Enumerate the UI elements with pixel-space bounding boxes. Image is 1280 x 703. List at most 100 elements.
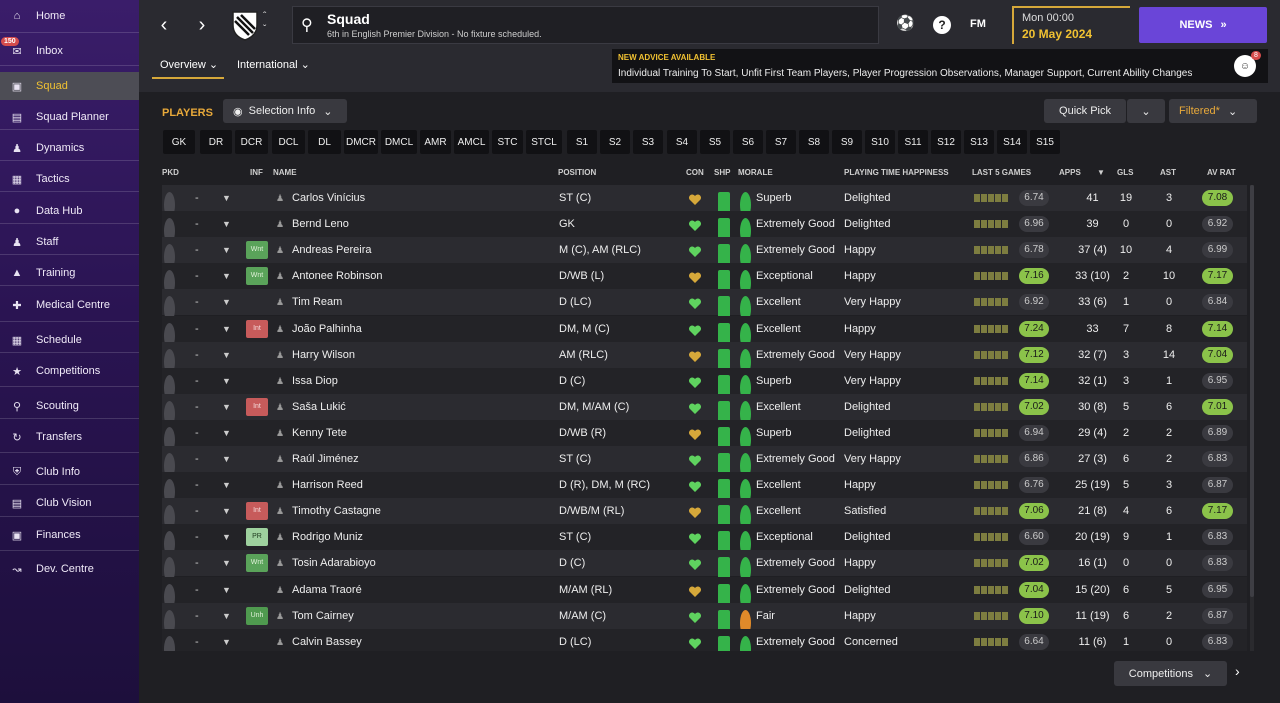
sidebar-item-dynamics[interactable]: ♟ Dynamics (0, 134, 139, 162)
player-name[interactable]: Tom Cairney (292, 609, 354, 622)
player-name[interactable]: Calvin Bassey (292, 635, 362, 648)
position-filter-s14[interactable]: S14 (997, 130, 1027, 154)
selection-value[interactable]: - (195, 322, 199, 335)
sidebar-item-dev-centre[interactable]: ↝ Dev. Centre (0, 555, 139, 583)
picked-indicator-icon[interactable] (164, 505, 175, 532)
player-name[interactable]: Timothy Castagne (292, 505, 381, 518)
column-header-inf[interactable]: INF (250, 168, 263, 177)
position-filter-dl[interactable]: DL (308, 130, 341, 154)
table-row[interactable]: - ▼ ♟ Carlos Vinícius ST (C) Superb Delighted 6… (162, 185, 1247, 218)
picked-indicator-icon[interactable] (164, 374, 175, 401)
position-filter-dr[interactable]: DR (200, 130, 232, 154)
selection-value[interactable]: - (195, 374, 199, 387)
sidebar-item-schedule[interactable]: ▦ Schedule (0, 326, 139, 354)
column-header-last5[interactable]: LAST 5 GAMES (972, 168, 1032, 177)
table-row[interactable]: - ▼ ♟ Adama Traoré M/AM (RL) Extremely Good De… (162, 576, 1247, 610)
selection-value[interactable]: - (195, 583, 199, 596)
picked-indicator-icon[interactable] (164, 400, 175, 427)
position-filter-s1[interactable]: S1 (567, 130, 597, 154)
table-row[interactable]: - ▼ Int ♟ Saša Lukić DM, M/AM (C) Excellent Del… (162, 393, 1247, 427)
table-row[interactable]: - ▼ Unh ♟ Tom Cairney M/AM (C) Fair Happy 7.10 11… (162, 602, 1247, 636)
selection-value[interactable]: - (195, 453, 199, 465)
player-name[interactable]: Adama Traoré (292, 583, 362, 596)
selection-value[interactable]: - (195, 244, 199, 257)
selection-value[interactable]: - (195, 218, 199, 231)
chevron-down-icon[interactable]: ▼ (222, 454, 231, 464)
competitions-dropdown[interactable]: Competitions ⌄ (1114, 661, 1227, 686)
fm-menu-button[interactable]: FM (970, 18, 986, 30)
position-filter-s11[interactable]: S11 (898, 130, 928, 154)
table-row[interactable]: - ▼ Wnt ♟ Antonee Robinson D/WB (L) Exceptiona… (162, 263, 1247, 297)
chevron-down-icon[interactable]: ▼ (222, 636, 231, 647)
player-name[interactable]: Antonee Robinson (292, 270, 383, 283)
column-header-morale[interactable]: MORALE (738, 168, 773, 177)
back-arrow-icon[interactable]: ‹ (160, 13, 168, 36)
chevron-down-icon[interactable]: ▼ (222, 532, 231, 543)
picked-indicator-icon[interactable] (164, 531, 175, 558)
chevron-down-icon[interactable]: ▼ (222, 558, 231, 569)
sidebar-item-club-vision[interactable]: ▤ Club Vision (0, 489, 139, 517)
sidebar-item-squad-planner[interactable]: ▤ Squad Planner (0, 103, 139, 131)
position-filter-gk[interactable]: GK (163, 130, 195, 154)
picked-indicator-icon[interactable] (164, 322, 175, 349)
picked-indicator-icon[interactable] (164, 479, 175, 506)
column-header-name[interactable]: NAME (273, 168, 297, 177)
chevron-down-icon[interactable]: ▼ (222, 245, 231, 256)
picked-indicator-icon[interactable] (164, 348, 175, 375)
column-header-apps[interactable]: APPS (1059, 168, 1081, 177)
picked-indicator-icon[interactable] (164, 426, 175, 453)
player-name[interactable]: Kenny Tete (292, 426, 347, 439)
chevron-down-icon[interactable]: ▼ (222, 610, 231, 621)
help-icon[interactable]: ? (933, 16, 951, 34)
chevron-down-icon[interactable]: ▼ (222, 349, 231, 360)
player-name[interactable]: Issa Diop (292, 374, 338, 387)
position-filter-amr[interactable]: AMR (420, 130, 451, 154)
selection-value[interactable]: - (195, 348, 199, 361)
sidebar-item-squad[interactable]: ▣ Squad (0, 72, 139, 100)
picked-indicator-icon[interactable] (164, 218, 175, 245)
sidebar-item-transfers[interactable]: ↻ Transfers (0, 423, 139, 451)
column-header-pth[interactable]: PLAYING TIME HAPPINESS (844, 168, 949, 177)
position-filter-dmcr[interactable]: DMCR (344, 130, 378, 154)
player-name[interactable]: Bernd Leno (292, 218, 349, 231)
picked-indicator-icon[interactable] (164, 609, 175, 636)
table-row[interactable]: - ▼ Wnt ♟ Tosin Adarabioyo D (C) Extremely Goo… (162, 550, 1247, 584)
quick-pick-button[interactable]: Quick Pick (1044, 99, 1126, 123)
selection-value[interactable]: - (195, 296, 199, 309)
chevron-down-icon[interactable]: ▼ (222, 506, 231, 517)
picked-indicator-icon[interactable] (164, 244, 175, 271)
position-filter-stcl[interactable]: STCL (526, 130, 562, 154)
chevron-down-icon[interactable]: ▼ (222, 297, 231, 308)
column-header-gls[interactable]: GLS (1117, 168, 1134, 177)
picked-indicator-icon[interactable] (164, 192, 175, 218)
search-icon[interactable]: ⚲ (301, 17, 313, 34)
chevron-down-icon[interactable]: ▼ (222, 219, 231, 230)
player-name[interactable]: João Palhinha (292, 322, 362, 335)
table-row[interactable]: - ▼ ♟ Tim Ream D (LC) Excellent Very Happy 6.92… (162, 289, 1247, 323)
chevron-down-icon[interactable]: ▼ (222, 480, 231, 491)
club-crest-icon[interactable] (230, 9, 260, 41)
position-filter-s2[interactable]: S2 (600, 130, 630, 154)
table-row[interactable]: - ▼ ♟ Calvin Bassey D (LC) Extremely Good Conc… (162, 628, 1247, 651)
table-row[interactable]: - ▼ Int ♟ Timothy Castagne D/WB/M (RL) Excelle… (162, 498, 1247, 532)
picked-indicator-icon[interactable] (164, 557, 175, 584)
selection-info-dropdown[interactable]: ◉ Selection Info ⌄ (223, 99, 347, 123)
position-filter-dcr[interactable]: DCR (235, 130, 268, 154)
column-header-avrat[interactable]: AV RAT (1207, 168, 1236, 177)
scrollbar-thumb[interactable] (1250, 185, 1254, 597)
player-name[interactable]: Harry Wilson (292, 348, 355, 361)
player-name[interactable]: Saša Lukić (292, 400, 346, 413)
chevron-down-icon[interactable]: ▼ (222, 427, 231, 438)
sidebar-item-scouting[interactable]: ⚲ Scouting (0, 392, 139, 420)
table-row[interactable]: - ▼ PR ♟ Rodrigo Muniz ST (C) Exceptional Delig… (162, 524, 1247, 558)
table-row[interactable]: - ▼ ♟ Bernd Leno GK Extremely Good Delighted 6.… (162, 211, 1247, 245)
picked-indicator-icon[interactable] (164, 583, 175, 610)
chevron-down-icon[interactable]: ▼ (222, 271, 231, 282)
table-row[interactable]: - ▼ ♟ Kenny Tete D/WB (R) Superb Delighted 6.94… (162, 419, 1247, 453)
tab-overview[interactable]: Overview ⌄ (160, 58, 218, 71)
player-name[interactable]: Tim Ream (292, 296, 343, 309)
sidebar-item-tactics[interactable]: ▦ Tactics (0, 165, 139, 193)
table-row[interactable]: - ▼ Wnt ♟ Andreas Pereira M (C), AM (RLC) Extr… (162, 237, 1247, 271)
table-row[interactable]: - ▼ ♟ Raúl Jiménez ST (C) Extremely Good Very … (162, 446, 1247, 479)
selection-value[interactable]: - (195, 635, 199, 648)
